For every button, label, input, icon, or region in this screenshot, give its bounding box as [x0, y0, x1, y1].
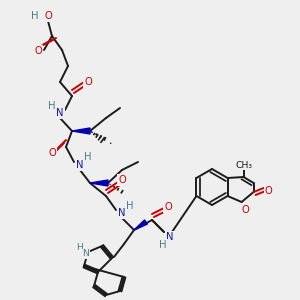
Text: O: O: [34, 46, 42, 56]
Text: CH₃: CH₃: [235, 160, 252, 169]
Text: N: N: [76, 160, 84, 170]
Text: H: H: [48, 101, 56, 111]
Text: O: O: [164, 202, 172, 212]
Text: N: N: [118, 208, 126, 218]
Text: O: O: [44, 11, 52, 21]
Text: H: H: [84, 152, 92, 162]
Text: O: O: [242, 205, 250, 215]
Text: H: H: [76, 244, 83, 253]
Polygon shape: [134, 220, 147, 230]
Text: O: O: [265, 186, 272, 196]
Text: O: O: [84, 77, 92, 87]
Polygon shape: [72, 128, 90, 134]
Text: H: H: [31, 11, 39, 21]
Text: N: N: [166, 232, 174, 242]
Text: O: O: [48, 148, 56, 158]
Text: N: N: [56, 108, 64, 118]
Text: H: H: [126, 201, 134, 211]
Text: H: H: [159, 240, 167, 250]
Text: N: N: [82, 250, 89, 259]
Text: •: •: [108, 142, 112, 146]
Text: O: O: [118, 175, 126, 185]
Polygon shape: [90, 180, 108, 186]
Text: H: H: [159, 240, 167, 250]
Text: N: N: [166, 232, 174, 242]
